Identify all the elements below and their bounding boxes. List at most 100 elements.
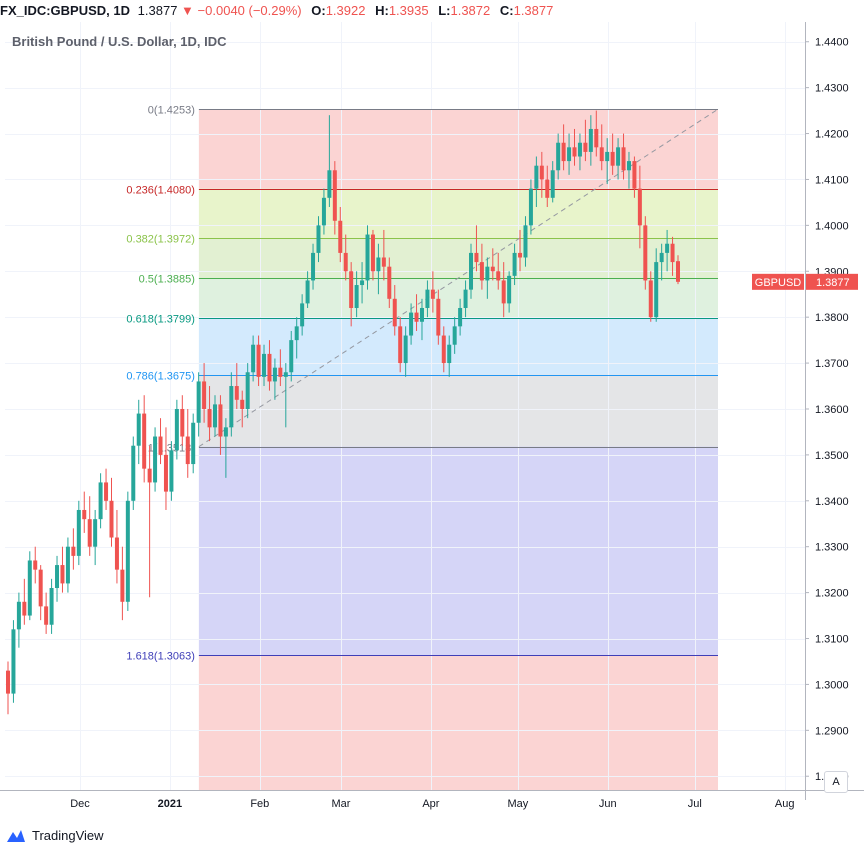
candle-body [55,565,60,589]
candle [283,363,288,428]
candle [419,298,424,341]
candle-body [158,436,163,455]
candle [567,133,572,175]
candle-body [153,436,158,483]
candle [577,133,582,171]
candle [142,395,147,483]
candle [6,661,10,715]
candle-body [136,413,141,446]
candle-body [583,142,588,152]
candle [33,546,38,584]
candle-body [392,298,397,327]
candle-body [518,252,523,258]
candle-body [637,188,642,226]
candle [588,115,593,166]
last-price: 1.3877 [137,3,178,18]
symbol-badge [752,273,804,290]
candle [665,229,670,272]
candle-body [485,266,490,281]
chart-title: British Pound / U.S. Dollar, 1D, IDC [12,34,227,49]
auto-scale-button[interactable]: A [824,771,848,793]
candle [229,372,234,437]
candle [136,399,141,465]
candle-body [556,142,561,171]
price-tick-label: 1.4100 [815,174,849,186]
candle [93,509,98,566]
candle-body [616,147,621,166]
candle [474,225,479,272]
candle [621,133,626,180]
candle-body [262,353,267,377]
candle [392,285,397,336]
candle [387,257,392,308]
candle [414,294,419,331]
candle-body [11,629,16,694]
candle [256,335,261,387]
candle [490,248,495,281]
candle [534,156,539,207]
candle [365,225,370,290]
time-tick-label: Aug [775,798,795,810]
candle [501,262,506,318]
candle [262,344,267,387]
candle-body [539,165,544,180]
candle [430,271,435,313]
candle-body [169,450,174,492]
symbol-label[interactable]: FX_IDC:GBPUSD, 1D [0,3,131,18]
candle-body [659,252,664,263]
candle-body [430,289,435,299]
candle [632,156,637,198]
price-tick-label: 1.3400 [815,496,849,508]
candle-body [436,298,441,336]
candle [240,390,245,428]
candle [599,124,604,171]
candle [169,441,174,501]
close-label: C: [499,3,514,18]
candle-body [202,381,207,409]
candle-body [272,367,277,382]
candle-body [523,225,528,258]
candle [479,243,484,290]
fib-band [198,655,718,790]
candle-body [338,220,343,253]
fib-band [198,188,718,239]
price-chart[interactable]: 0(1.4253) 0.236(1.4080) 0.382(1.3972) 0.5(1… [0,22,864,822]
candle-body [398,326,403,364]
candle [153,427,158,492]
candle [120,546,125,621]
candle-body [458,307,463,327]
low-value: 1.3872 [450,3,491,18]
candle [316,216,321,263]
candle-body [414,312,419,322]
candle [65,537,70,593]
candle-body [577,142,582,157]
candle-body [267,353,272,382]
candle [71,528,76,570]
candle-body [33,560,38,570]
tradingview-brand[interactable]: TradingView [32,828,104,843]
time-tick-label: Feb [250,798,269,810]
candle-body [572,147,577,157]
fib-band [198,109,718,189]
high-value: 1.3935 [388,3,429,18]
candle-body [648,280,653,318]
candle [518,229,523,272]
candle [60,546,65,593]
price-badge-label: 1.3877 [816,277,850,289]
candle-body [218,404,223,437]
candle [55,555,60,602]
fib-level-label: 0.618(1.3799) [126,314,195,326]
candle-body [120,569,125,602]
candle-body [632,161,637,189]
candle [305,271,310,308]
candle-body [6,670,10,694]
candle-body [251,344,256,373]
candle-body [447,344,452,364]
candle-body [654,262,659,318]
candle-body [191,422,196,465]
candle-body [452,326,457,345]
fib-bands [198,109,718,790]
time-tick-label: Jul [688,798,702,810]
candle-body [125,500,130,602]
candle-body [403,335,408,364]
